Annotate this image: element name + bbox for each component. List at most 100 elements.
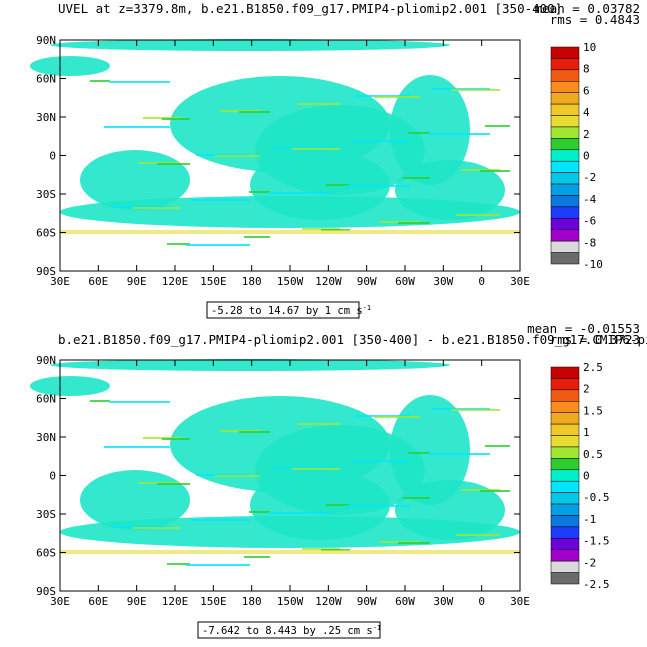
x-tick-label: 180 bbox=[242, 595, 262, 608]
colorbar-label: -4 bbox=[583, 193, 597, 206]
ocean-region bbox=[390, 75, 470, 185]
colorbar-swatch bbox=[550, 81, 580, 93]
ocean-region bbox=[30, 56, 110, 76]
velocity-streak bbox=[408, 132, 430, 134]
colorbar-label: 1.5 bbox=[583, 404, 603, 417]
colorbar-swatch bbox=[550, 378, 580, 391]
velocity-streak bbox=[215, 155, 260, 157]
velocity-streak bbox=[398, 542, 430, 544]
velocity-streak bbox=[297, 423, 340, 425]
y-tick-label: 90N bbox=[36, 34, 56, 47]
ocean-region bbox=[50, 39, 450, 51]
velocity-streak bbox=[345, 185, 410, 187]
bottom-map-svg: mean = -0.01553 rms = 0.3723 b.e21.B1850… bbox=[30, 321, 647, 639]
colorbar-label: 4 bbox=[583, 106, 590, 119]
velocity-streak bbox=[104, 126, 170, 128]
x-tick-label: 90W bbox=[357, 275, 377, 288]
velocity-streak bbox=[480, 170, 510, 172]
colorbar-label: 0 bbox=[583, 470, 590, 483]
x-tick-label: 30W bbox=[433, 275, 453, 288]
velocity-streak bbox=[186, 564, 250, 566]
y-tick-label: 30S bbox=[36, 508, 56, 521]
colorbar-swatch bbox=[550, 549, 580, 562]
velocity-streak bbox=[239, 431, 270, 433]
southern-ocean-jet bbox=[60, 230, 520, 234]
y-tick-label: 60S bbox=[36, 547, 56, 560]
velocity-streak bbox=[167, 563, 190, 565]
x-tick-label: 60W bbox=[395, 275, 415, 288]
x-tick-label: 150E bbox=[200, 275, 227, 288]
colorbar-swatch bbox=[550, 195, 580, 208]
velocity-streak bbox=[249, 511, 270, 513]
colorbar-swatch bbox=[550, 515, 580, 528]
colorbar-label: -10 bbox=[583, 258, 603, 271]
ocean-region bbox=[30, 376, 110, 396]
velocity-streak bbox=[157, 163, 190, 165]
velocity-streak bbox=[456, 214, 500, 216]
velocity-streak bbox=[239, 111, 270, 113]
colorbar-swatch bbox=[550, 366, 580, 379]
velocity-streak bbox=[451, 409, 500, 411]
x-tick-label: 120W bbox=[315, 595, 342, 608]
colorbar-swatch bbox=[550, 572, 580, 585]
svg-text:-7.642 to 8.443 by .25 cm s-1: -7.642 to 8.443 by .25 cm s-1 bbox=[202, 624, 381, 637]
colorbar-label: -2.5 bbox=[583, 578, 610, 591]
top-mean: mean = 0.03782 bbox=[535, 1, 640, 16]
bottom-y-axis: 90N 60N 30N 0 30S 60S 90S bbox=[36, 354, 520, 598]
top-rms: rms = 0.4843 bbox=[550, 12, 640, 27]
colorbar-swatch bbox=[550, 172, 580, 185]
velocity-streak bbox=[374, 96, 420, 98]
colorbar-swatch bbox=[550, 46, 580, 59]
velocity-streak bbox=[268, 192, 330, 194]
x-tick-label: 150W bbox=[277, 595, 304, 608]
colorbar-swatch bbox=[550, 526, 580, 539]
colorbar-swatch bbox=[550, 458, 580, 471]
x-tick-label: 30E bbox=[50, 595, 70, 608]
velocity-streak bbox=[191, 199, 250, 201]
velocity-streak bbox=[451, 89, 500, 91]
velocity-streak bbox=[485, 125, 510, 127]
velocity-streak bbox=[133, 207, 180, 209]
velocity-streak bbox=[109, 401, 170, 403]
velocity-streak bbox=[427, 453, 490, 455]
velocity-streak bbox=[350, 460, 410, 462]
colorbar-swatch bbox=[550, 423, 580, 436]
bottom-map-panel: mean = -0.01553 rms = 0.3723 b.e21.B1850… bbox=[0, 320, 647, 640]
x-tick-label: 0 bbox=[478, 275, 485, 288]
x-tick-label: 90E bbox=[127, 275, 147, 288]
colorbar-swatch bbox=[550, 401, 580, 413]
velocity-streak bbox=[268, 512, 330, 514]
velocity-streak bbox=[143, 437, 180, 439]
colorbar-label: 2 bbox=[583, 383, 590, 396]
velocity-streak bbox=[191, 519, 250, 521]
colorbar-label: -6 bbox=[583, 215, 596, 228]
x-tick-label: 90W bbox=[357, 595, 377, 608]
top-ocean-field bbox=[30, 39, 520, 246]
ocean-region bbox=[60, 196, 520, 228]
colorbar-label: 6 bbox=[583, 84, 590, 97]
southern-ocean-jet bbox=[60, 550, 520, 554]
x-tick-label: 30E bbox=[50, 275, 70, 288]
colorbar-label: -2 bbox=[583, 556, 596, 569]
y-tick-label: 30N bbox=[36, 111, 56, 124]
svg-text:-5.28 to 14.67 by 1 cm s-1: -5.28 to 14.67 by 1 cm s-1 bbox=[211, 304, 371, 317]
x-tick-label: 30E bbox=[510, 595, 530, 608]
velocity-streak bbox=[143, 117, 180, 119]
y-tick-label: 0 bbox=[49, 470, 56, 483]
velocity-streak bbox=[162, 438, 190, 440]
top-title: UVEL at z=3379.8m, b.e21.B1850.f09_g17.P… bbox=[58, 1, 562, 16]
colorbar-label: 2.5 bbox=[583, 361, 603, 374]
bottom-ocean-field bbox=[30, 359, 520, 566]
top-range-box: -5.28 to 14.67 by 1 cm s-1 bbox=[206, 301, 371, 319]
velocity-streak bbox=[403, 177, 430, 179]
x-tick-label: 0 bbox=[478, 595, 485, 608]
y-tick-label: 60N bbox=[36, 73, 56, 86]
top-range-sup: -1 bbox=[363, 304, 371, 312]
x-tick-label: 120E bbox=[162, 595, 189, 608]
colorbar-swatch bbox=[550, 149, 580, 162]
top-y-axis: 90N 60N 30N 0 30S 60S 90S bbox=[36, 34, 520, 278]
velocity-streak bbox=[427, 133, 490, 135]
velocity-streak bbox=[292, 468, 340, 470]
colorbar-swatch bbox=[550, 538, 580, 550]
colorbar-swatch bbox=[550, 412, 580, 425]
